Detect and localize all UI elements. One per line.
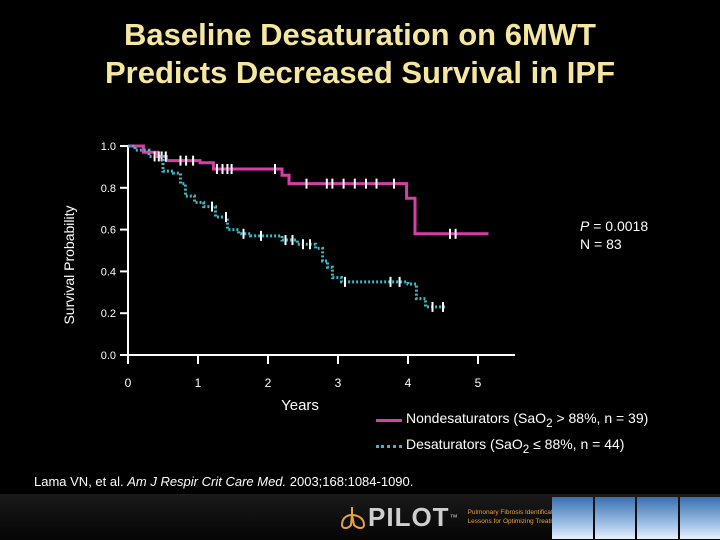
citation: Lama VN, et al. Am J Respir Crit Care Me… (34, 474, 414, 489)
x-axis-label: Years (281, 397, 319, 414)
legend-label: Desaturators (SaO2 ≤ 88%, n = 44) (406, 436, 625, 456)
p-value-text: P = 0.0018 (580, 218, 649, 234)
legend-label: Nondesaturators (SaO2 > 88%, n = 39) (406, 410, 649, 430)
lungs-icon (340, 507, 366, 529)
y-tick-label: 0.8 (101, 183, 116, 195)
x-tick-label: 5 (475, 376, 482, 390)
y-tick-label: 0.2 (101, 308, 116, 320)
slide-title: Baseline Desaturation on 6MWT Predicts D… (0, 16, 720, 92)
y-axis-label: Survival Probability (61, 205, 77, 324)
series-layer (128, 144, 489, 312)
y-tick-label: 0.0 (101, 350, 116, 362)
title-line-2: Predicts Decreased Survival in IPF (104, 55, 616, 90)
sky-photo (594, 497, 635, 539)
legend-dotted-line (376, 445, 402, 448)
legend-solid-line (376, 419, 402, 422)
sky-photo (679, 497, 720, 539)
title-line-1: Baseline Desaturation on 6MWT (124, 17, 596, 52)
x-tick-label: 4 (405, 376, 412, 390)
y-tick-group: 0.0 0.2 0.4 0.6 0.8 1.0 (101, 141, 128, 362)
x-tick-label: 3 (335, 376, 342, 390)
sky-images (552, 497, 720, 539)
series-line-desaturators (128, 144, 447, 309)
y-tick-label: 0.6 (101, 225, 116, 237)
x-tick-label: 2 (265, 376, 272, 390)
n-text: N = 83 (580, 236, 622, 252)
series-line-nondesaturators (128, 144, 489, 236)
x-tick-label: 0 (125, 376, 132, 390)
x-tick-group: 0 1 2 3 4 5 (125, 355, 482, 390)
stats-annotation: P = 0.0018 N = 83 (580, 217, 648, 253)
y-tick-label: 1.0 (101, 141, 116, 153)
x-tick-label: 1 (195, 376, 202, 390)
pilot-logo: PILOT ™ Pulmonary Fibrosis Identification… (338, 500, 565, 534)
sky-photo (637, 497, 678, 539)
logo-trademark: ™ (449, 512, 458, 522)
sky-photo (552, 497, 593, 539)
logo-text: PILOT (368, 501, 450, 532)
y-tick-label: 0.4 (101, 266, 116, 278)
logo-tagline: Pulmonary Fibrosis Identification: Lesso… (467, 509, 565, 525)
